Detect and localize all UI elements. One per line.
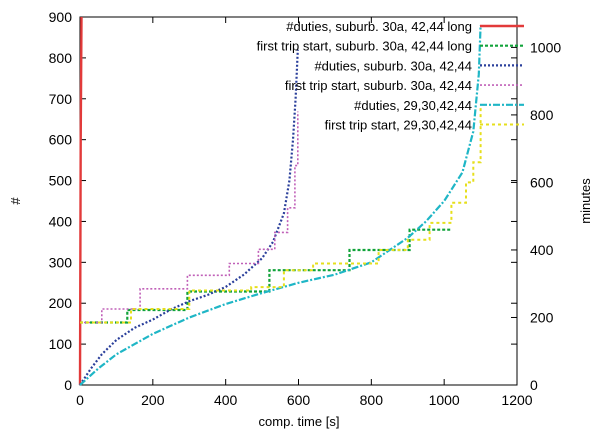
x-tick-label: 1000 [429,392,460,408]
x-tick-label: 800 [360,392,384,408]
y-axis-ticks: 0 100 200 300 400 500 600 700 800 900 [49,9,517,393]
x-axis-title: comp. time [s] [259,414,340,429]
legend-label-1: #duties, suburb. 30a, 42,44 long [286,19,472,34]
legend-label-5: #duties, 29,30,42,44 [354,98,472,113]
y2-tick-label: 0 [530,377,538,393]
legend-label-2: first trip start, suburb. 30a, 42,44 lon… [257,39,472,54]
series-line-2 [80,228,452,324]
x-tick-label: 400 [214,392,238,408]
y-tick-label: 0 [64,377,72,393]
y-tick-label: 200 [49,295,73,311]
y2-tick-label: 400 [530,242,554,258]
y-tick-label: 500 [49,173,73,189]
y2-tick-label: 800 [530,107,554,123]
legend-label-3: #duties, suburb. 30a, 42,44 [314,58,472,73]
series-layer [78,16,482,386]
y2-tick-label: 200 [530,309,554,325]
y-tick-label: 800 [49,50,73,66]
x-axis-ticks: 0 200 400 600 800 1000 1200 [76,17,533,408]
y2-tick-label: 1000 [530,39,561,55]
series-line-5 [79,25,482,386]
x-tick-label: 200 [141,392,165,408]
x-tick-label: 600 [287,392,311,408]
legend-label-4: first trip start, suburb. 30a, 42,44 [285,78,472,93]
legend-label-6: first trip start, 29,30,42,44 [325,118,472,133]
y2-axis-ticks: 0 200 400 600 800 1000 [511,39,561,393]
x-tick-label: 1200 [501,392,532,408]
y-axis-title: # [8,197,23,205]
y-tick-label: 100 [49,336,73,352]
x-tick-label: 0 [76,392,84,408]
y2-tick-label: 600 [530,174,554,190]
series-line-1 [78,16,83,386]
y-tick-label: 600 [49,132,73,148]
y-tick-label: 300 [49,254,73,270]
y-tick-label: 400 [49,213,73,229]
y-tick-label: 700 [49,91,73,107]
series-line-3 [79,49,299,386]
y-tick-label: 900 [49,9,73,25]
legend: #duties, suburb. 30a, 42,44 long first tr… [257,19,524,133]
y2-axis-title: minutes [578,178,593,224]
